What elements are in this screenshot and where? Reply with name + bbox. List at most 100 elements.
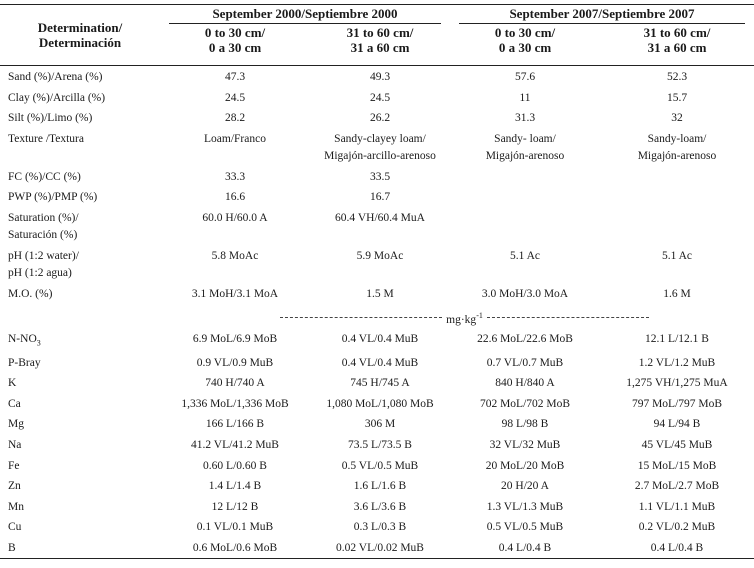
value-cell: 1.4 L/1.4 B bbox=[160, 475, 310, 496]
table-row: PWP (%)/PMP (%) 16.6 16.7 bbox=[0, 186, 754, 207]
label-text: Texture /Textura bbox=[8, 132, 84, 145]
unit-cell: mg·kg-1 bbox=[160, 304, 754, 329]
value-cell: 3.0 MoH/3.0 MoA bbox=[450, 283, 600, 304]
value-cell: 0.2 VL/0.2 MuB bbox=[600, 516, 754, 537]
cell-text: 0.4 VL/0.4 MuB bbox=[341, 333, 419, 346]
dashed-rule bbox=[280, 316, 443, 318]
value-cell: 1.2 VL/1.2 MuB bbox=[600, 352, 754, 373]
depth-text: 31 to 60 cm/ bbox=[643, 25, 711, 40]
table-row: Ca 1,336 MoL/1,336 MoB 1,080 MoL/1,080 MoB… bbox=[0, 393, 754, 414]
cell-text: Loam/Franco bbox=[204, 132, 266, 145]
row-label: Cu bbox=[0, 516, 160, 537]
value-cell: 31.3 bbox=[450, 107, 600, 128]
value-cell: 1.5 M bbox=[310, 283, 450, 304]
period-header: September 2000/Septiembre 2000 bbox=[160, 4, 450, 25]
table-row: Zn 1.4 L/1.4 B 1.6 L/1.6 B 20 H/20 A 2.7 MoL… bbox=[0, 475, 754, 496]
label-text: Saturación (%) bbox=[8, 228, 78, 241]
cell-text: 5.1 Ac bbox=[661, 249, 693, 262]
label-text: Ca bbox=[8, 397, 21, 410]
cell-text: 32 bbox=[671, 112, 683, 125]
cell-text: 5.9 MoAc bbox=[356, 249, 404, 262]
cell-text: 1.6 L/1.6 B bbox=[353, 480, 407, 493]
label-text: K bbox=[8, 377, 17, 390]
cell-text: 3.1 MoH/3.1 MoA bbox=[191, 287, 279, 300]
table-row: Na 41.2 VL/41.2 MuB 73.5 L/73.5 B 32 VL/32 … bbox=[0, 434, 754, 455]
determination-header: Determination/Determinación bbox=[0, 4, 160, 66]
table-header: Determination/Determinación September 200… bbox=[0, 4, 754, 66]
cell-text: 745 H/745 A bbox=[350, 377, 410, 390]
depth-text: 0 to 30 cm/ bbox=[204, 25, 266, 40]
cell-text: 6.9 MoL/6.9 MoB bbox=[192, 333, 278, 346]
value-cell: 3.1 MoH/3.1 MoA bbox=[160, 283, 310, 304]
label-text: M.O. (%) bbox=[8, 287, 53, 300]
table-row: Mn 12 L/12 B 3.6 L/3.6 B 1.3 VL/1.3 MuB 1.1 … bbox=[0, 496, 754, 517]
value-cell: 5.9 MoAc bbox=[310, 245, 450, 283]
cell-text: 57.6 bbox=[514, 71, 536, 83]
value-cell: 6.9 MoL/6.9 MoB bbox=[160, 328, 310, 351]
value-cell: 24.5 bbox=[310, 87, 450, 108]
cell-text: Migajón-arcillo-arenoso bbox=[324, 149, 436, 162]
label-text: PWP (%)/PMP (%) bbox=[8, 191, 98, 204]
cell-text: 45 VL/45 MuB bbox=[641, 439, 713, 452]
cell-text: 11 bbox=[519, 91, 531, 104]
label-subscript: 3 bbox=[36, 338, 41, 348]
label-text: Saturation (%)/ bbox=[8, 211, 79, 224]
cell-text: 60.0 H/60.0 A bbox=[202, 211, 268, 224]
value-cell: 15 MoL/15 MoB bbox=[600, 455, 754, 476]
cell-text: 15.7 bbox=[666, 91, 688, 104]
table-row: Saturation (%)/ Saturación (%) 60.0 H/60.0… bbox=[0, 207, 754, 245]
value-cell: 5.1 Ac bbox=[450, 245, 600, 283]
depth-text: 31 a 60 cm bbox=[350, 40, 410, 55]
table-row: N-NO3 6.9 MoL/6.9 MoB 0.4 VL/0.4 MuB 22.6 M… bbox=[0, 328, 754, 351]
value-cell: 33.5 bbox=[310, 166, 450, 187]
value-cell: 28.2 bbox=[160, 107, 310, 128]
value-cell: 20 H/20 A bbox=[450, 475, 600, 496]
cell-text: 0.7 VL/0.7 MuB bbox=[486, 356, 564, 369]
dashed-rule bbox=[486, 316, 650, 318]
depth-text: 0 a 30 cm bbox=[498, 40, 552, 55]
label-text: Mn bbox=[8, 500, 24, 513]
cell-text: 73.5 L/73.5 B bbox=[348, 439, 412, 452]
value-cell: 740 H/740 A bbox=[160, 372, 310, 393]
value-cell: 0.7 VL/0.7 MuB bbox=[450, 352, 600, 373]
cell-text: 33.5 bbox=[369, 170, 391, 183]
cell-text: 0.60 L/0.60 B bbox=[203, 459, 267, 472]
row-label: B bbox=[0, 537, 160, 559]
row-label: N-NO3 bbox=[0, 328, 160, 351]
cell-text: 12.1 L/12.1 B bbox=[645, 333, 709, 346]
value-cell: 60.4 VH/60.4 MuA bbox=[310, 207, 450, 245]
cell-text: 0.1 VL/0.1 MuB bbox=[196, 521, 274, 534]
depth-text: 0 to 30 cm/ bbox=[494, 25, 556, 40]
value-cell: 22.6 MoL/22.6 MoB bbox=[450, 328, 600, 351]
cell-text: 16.6 bbox=[224, 191, 246, 204]
table-row: pH (1:2 water)/ pH (1:2 agua) 5.8 MoAc 5.9 … bbox=[0, 245, 754, 283]
value-cell: 94 L/94 B bbox=[600, 413, 754, 434]
cell-text: 32 VL/32 MuB bbox=[489, 439, 561, 452]
period-title: September 2007/Septiembre 2007 bbox=[459, 6, 745, 24]
cell-text: 0.5 VL/0.5 MuB bbox=[341, 459, 419, 472]
label-text: Zn bbox=[8, 480, 21, 493]
value-cell: 0.4 VL/0.4 MuB bbox=[310, 328, 450, 351]
value-cell: Sandy- loam/Migajón-arenoso bbox=[450, 128, 600, 166]
depth-header: 31 to 60 cm/31 a 60 cm bbox=[310, 25, 450, 66]
cell-text: 2.7 MoL/2.7 MoB bbox=[634, 480, 720, 493]
cell-text: 840 H/840 A bbox=[495, 377, 555, 390]
value-cell: 32 VL/32 MuB bbox=[450, 434, 600, 455]
value-cell: 2.7 MoL/2.7 MoB bbox=[600, 475, 754, 496]
cell-text: 702 MoL/702 MoB bbox=[479, 397, 571, 410]
unit-exponent: -1 bbox=[476, 310, 483, 320]
cell-text: 24.5 bbox=[369, 91, 391, 104]
unit-wrap: mg·kg-1 bbox=[160, 307, 754, 329]
cell-text: 47.3 bbox=[224, 71, 246, 83]
table-row: Mg 166 L/166 B 306 M 98 L/98 B 94 L/94 B bbox=[0, 413, 754, 434]
value-cell bbox=[450, 166, 600, 187]
cell-text: 26.2 bbox=[369, 112, 391, 125]
cell-text: 0.4 L/0.4 B bbox=[650, 542, 704, 555]
value-cell: 52.3 bbox=[600, 66, 754, 87]
row-label: P-Bray bbox=[0, 352, 160, 373]
label-text: Fe bbox=[8, 459, 20, 472]
label-text: N-NO bbox=[8, 333, 37, 346]
value-cell: 0.1 VL/0.1 MuB bbox=[160, 516, 310, 537]
value-cell bbox=[600, 207, 754, 245]
row-label: FC (%)/CC (%) bbox=[0, 166, 160, 187]
